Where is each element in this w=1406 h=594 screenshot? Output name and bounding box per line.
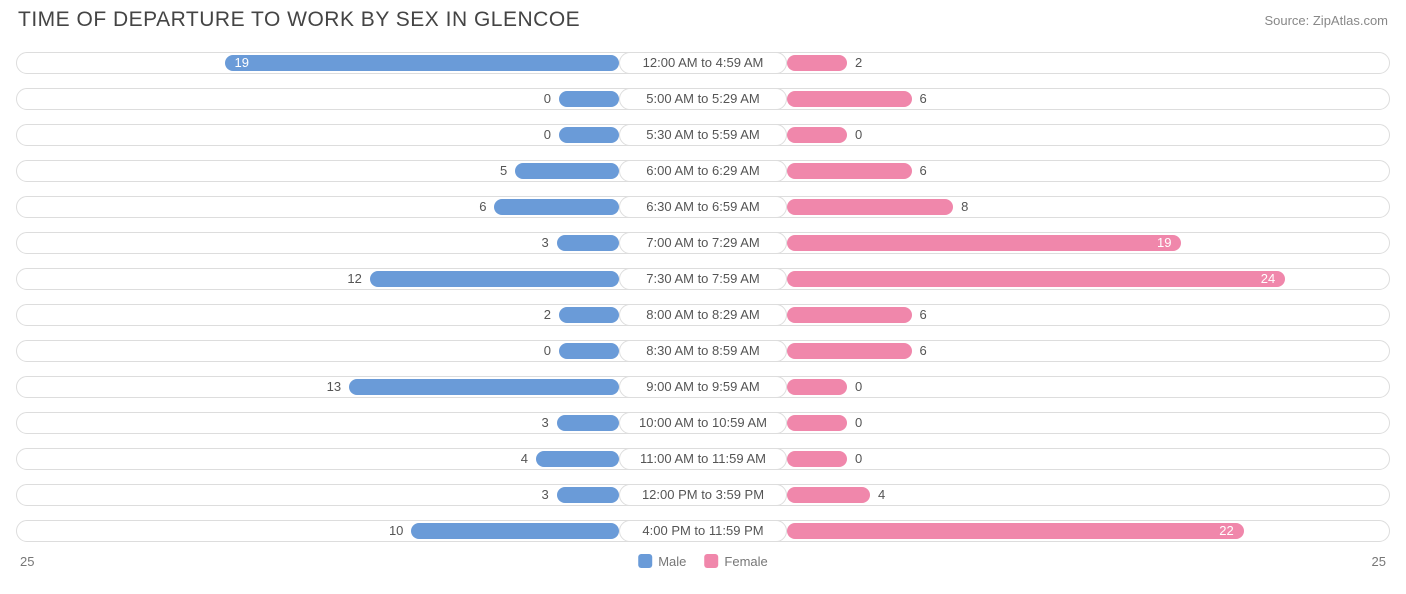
female-bar — [787, 55, 847, 71]
male-value: 3 — [542, 233, 549, 253]
female-bar — [787, 91, 912, 107]
female-bar — [787, 451, 847, 467]
male-bar — [557, 487, 619, 503]
male-value: 3 — [542, 485, 549, 505]
female-bar — [787, 235, 1181, 251]
male-value: 0 — [544, 89, 551, 109]
male-value: 3 — [542, 413, 549, 433]
male-bar — [494, 199, 619, 215]
male-value: 19 — [235, 53, 249, 73]
chart-row: 8:00 AM to 8:29 AM 2 6 — [16, 298, 1390, 330]
chart-row: 4:00 PM to 11:59 PM 10 22 — [16, 514, 1390, 546]
female-value: 4 — [878, 485, 885, 505]
male-value: 6 — [479, 197, 486, 217]
legend-female: Female — [704, 554, 767, 569]
male-bar — [557, 235, 619, 251]
row-time-label: 8:30 AM to 8:59 AM — [619, 340, 787, 362]
row-time-label: 7:30 AM to 7:59 AM — [619, 268, 787, 290]
chart-row: 11:00 AM to 11:59 AM 4 0 — [16, 442, 1390, 474]
row-time-label: 7:00 AM to 7:29 AM — [619, 232, 787, 254]
female-value: 0 — [855, 125, 862, 145]
male-bar — [559, 343, 619, 359]
chart-source: Source: ZipAtlas.com — [1264, 13, 1388, 28]
female-swatch — [704, 554, 718, 568]
female-bar — [787, 487, 870, 503]
axis-right-max: 25 — [1372, 554, 1386, 569]
female-value: 2 — [855, 53, 862, 73]
male-value: 2 — [544, 305, 551, 325]
male-value: 12 — [347, 269, 361, 289]
row-time-label: 11:00 AM to 11:59 AM — [619, 448, 787, 470]
legend: Male Female — [638, 554, 768, 569]
female-bar — [787, 415, 847, 431]
female-bar — [787, 307, 912, 323]
female-value: 8 — [961, 197, 968, 217]
male-bar — [559, 127, 619, 143]
row-time-label: 6:00 AM to 6:29 AM — [619, 160, 787, 182]
male-value: 10 — [389, 521, 403, 541]
male-bar — [225, 55, 619, 71]
female-bar — [787, 127, 847, 143]
male-bar — [349, 379, 619, 395]
row-time-label: 8:00 AM to 8:29 AM — [619, 304, 787, 326]
female-value: 0 — [855, 449, 862, 469]
chart-row: 6:00 AM to 6:29 AM 5 6 — [16, 154, 1390, 186]
male-bar — [515, 163, 619, 179]
row-time-label: 9:00 AM to 9:59 AM — [619, 376, 787, 398]
chart-area: 12:00 AM to 4:59 AM 19 2 5:00 AM to 5:29 AM… — [0, 46, 1406, 546]
chart-row: 6:30 AM to 6:59 AM 6 8 — [16, 190, 1390, 222]
row-time-label: 12:00 PM to 3:59 PM — [619, 484, 787, 506]
female-value: 6 — [920, 305, 927, 325]
female-bar — [787, 379, 847, 395]
row-time-label: 12:00 AM to 4:59 AM — [619, 52, 787, 74]
legend-male: Male — [638, 554, 686, 569]
female-value: 6 — [920, 161, 927, 181]
chart-row: 12:00 AM to 4:59 AM 19 2 — [16, 46, 1390, 78]
chart-row: 5:00 AM to 5:29 AM 0 6 — [16, 82, 1390, 114]
chart-row: 7:00 AM to 7:29 AM 3 19 — [16, 226, 1390, 258]
chart-row: 5:30 AM to 5:59 AM 0 0 — [16, 118, 1390, 150]
female-value: 6 — [920, 89, 927, 109]
row-time-label: 10:00 AM to 10:59 AM — [619, 412, 787, 434]
axis-left-max: 25 — [20, 554, 34, 569]
female-bar — [787, 523, 1244, 539]
legend-female-label: Female — [724, 554, 767, 569]
chart-title: TIME OF DEPARTURE TO WORK BY SEX IN GLEN… — [18, 8, 580, 32]
chart-row: 10:00 AM to 10:59 AM 3 0 — [16, 406, 1390, 438]
female-value: 22 — [1219, 521, 1233, 541]
row-time-label: 6:30 AM to 6:59 AM — [619, 196, 787, 218]
female-value: 19 — [1157, 233, 1171, 253]
male-value: 5 — [500, 161, 507, 181]
male-bar — [559, 307, 619, 323]
female-value: 0 — [855, 377, 862, 397]
female-value: 0 — [855, 413, 862, 433]
male-swatch — [638, 554, 652, 568]
chart-row: 8:30 AM to 8:59 AM 0 6 — [16, 334, 1390, 366]
chart-row: 7:30 AM to 7:59 AM 12 24 — [16, 262, 1390, 294]
row-time-label: 5:30 AM to 5:59 AM — [619, 124, 787, 146]
legend-male-label: Male — [658, 554, 686, 569]
male-bar — [559, 91, 619, 107]
row-time-label: 5:00 AM to 5:29 AM — [619, 88, 787, 110]
female-bar — [787, 163, 912, 179]
female-bar — [787, 343, 912, 359]
male-value: 4 — [521, 449, 528, 469]
chart-row: 12:00 PM to 3:59 PM 3 4 — [16, 478, 1390, 510]
female-value: 24 — [1261, 269, 1275, 289]
row-time-label: 4:00 PM to 11:59 PM — [619, 520, 787, 542]
male-value: 13 — [327, 377, 341, 397]
male-value: 0 — [544, 341, 551, 361]
male-bar — [536, 451, 619, 467]
male-bar — [411, 523, 619, 539]
male-bar — [557, 415, 619, 431]
female-bar — [787, 271, 1285, 287]
female-value: 6 — [920, 341, 927, 361]
female-bar — [787, 199, 953, 215]
chart-row: 9:00 AM to 9:59 AM 13 0 — [16, 370, 1390, 402]
male-value: 0 — [544, 125, 551, 145]
male-bar — [370, 271, 619, 287]
